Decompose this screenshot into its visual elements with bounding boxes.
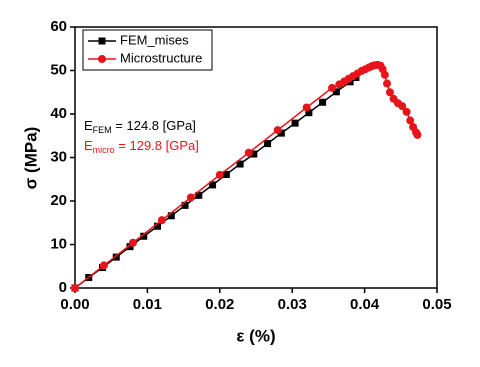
data-point	[154, 222, 162, 230]
x-tick-label: 0.01	[133, 296, 162, 313]
data-point	[332, 88, 340, 96]
data-point	[215, 170, 224, 179]
x-tick-label: 0.03	[278, 296, 307, 313]
data-point	[167, 212, 175, 220]
series-line	[74, 64, 419, 289]
x-tick-label: 0.04	[350, 296, 380, 313]
legend-marker	[98, 55, 106, 63]
y-tick-label: 50	[50, 61, 67, 78]
data-point	[383, 79, 392, 88]
legend-label: Microstructure	[120, 50, 202, 65]
data-point	[328, 83, 337, 92]
annotation: EFEM = 124.8 [GPa]	[84, 118, 196, 135]
annotation: Emicro = 129.8 [GPa]	[84, 138, 199, 155]
data-point	[195, 191, 203, 199]
data-point	[181, 201, 189, 209]
data-point	[128, 238, 137, 247]
data-point	[302, 103, 311, 112]
data-point	[236, 160, 244, 168]
data-point	[209, 181, 217, 189]
annotation-part: FEM	[93, 125, 112, 135]
legend-marker	[98, 37, 106, 45]
data-point	[250, 150, 258, 158]
y-axis-label: σ (MPa)	[21, 127, 40, 190]
data-point	[402, 107, 411, 116]
x-tick-label: 0.05	[422, 296, 451, 313]
data-point	[319, 98, 327, 106]
data-point	[380, 70, 389, 79]
data-point	[413, 130, 422, 139]
data-point	[406, 116, 415, 125]
data-point	[305, 109, 313, 117]
data-point	[186, 193, 195, 202]
x-axis-label: ε (%)	[236, 326, 275, 345]
annotation-part: E	[84, 118, 93, 133]
data-point	[99, 261, 108, 270]
annotation-part: E	[84, 138, 93, 153]
y-tick-label: 40	[50, 105, 67, 122]
y-tick-label: 20	[50, 192, 67, 209]
data-point	[112, 253, 120, 261]
annotation-part: micro	[93, 145, 115, 155]
data-point	[157, 216, 166, 225]
data-point	[277, 129, 285, 137]
data-point	[126, 243, 134, 251]
annotation-part: = 129.8 [GPa]	[115, 138, 199, 153]
x-tick-label: 0.02	[205, 296, 234, 313]
legend-box	[82, 29, 213, 71]
data-point	[291, 119, 299, 127]
data-point	[244, 148, 253, 157]
y-tick-label: 10	[50, 235, 67, 252]
y-tick-label: 60	[50, 18, 67, 35]
data-point	[385, 88, 394, 97]
data-point	[264, 140, 272, 148]
series-line	[74, 76, 357, 289]
data-point	[71, 284, 79, 292]
data-point	[140, 232, 148, 240]
annotation-part: = 124.8 [GPa]	[112, 118, 196, 133]
data-point	[273, 126, 282, 135]
y-tick-label: 30	[50, 148, 67, 165]
data-point	[398, 102, 407, 111]
data-point	[222, 170, 230, 178]
x-tick-label: 0.00	[60, 296, 89, 313]
y-tick-label: 0	[59, 279, 67, 296]
legend-label: FEM_mises	[120, 32, 189, 47]
